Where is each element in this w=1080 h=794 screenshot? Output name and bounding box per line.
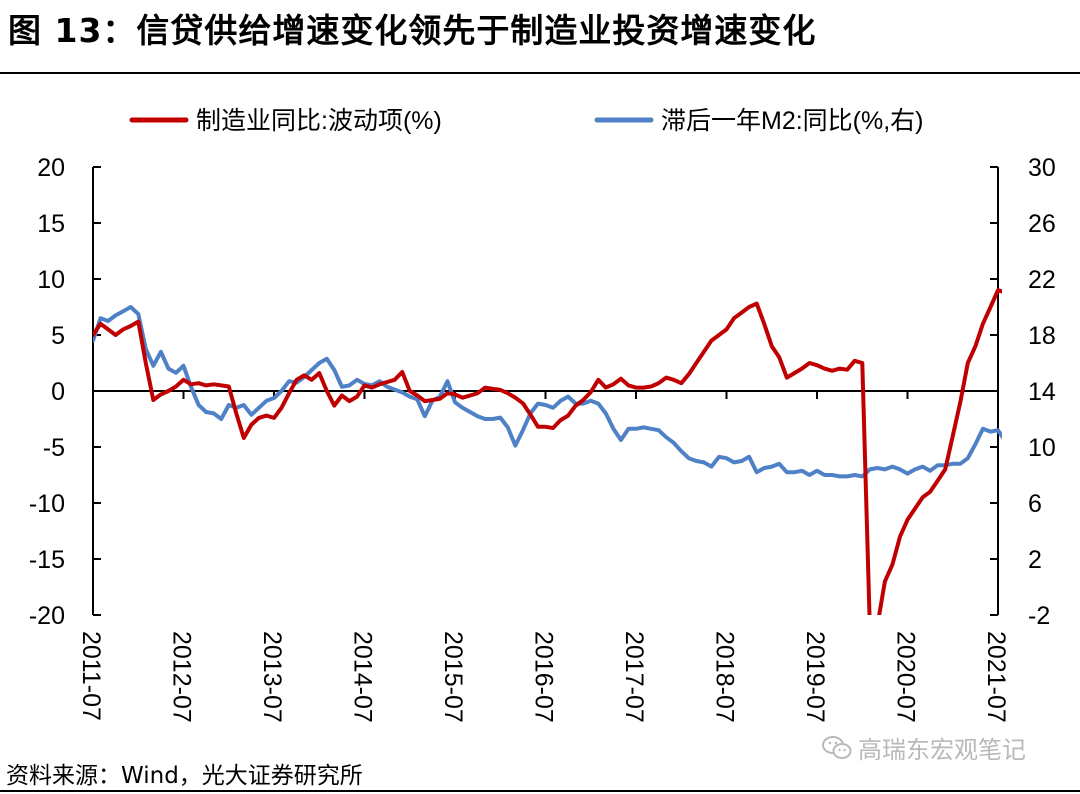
chart-series <box>93 288 1002 615</box>
x-axis-tick-label: 2013-07 <box>258 631 286 723</box>
right-axis-tick-label: 10 <box>1028 434 1056 462</box>
footer-divider <box>0 790 1080 792</box>
right-axis-tick-label: 22 <box>1028 266 1056 294</box>
source-note: 资料来源：Wind，光大证券研究所 <box>6 763 363 789</box>
right-axis-tick-label: 26 <box>1028 210 1056 238</box>
x-axis-tick-label: 2011-07 <box>77 631 105 721</box>
x-axis-tick-label: 2016-07 <box>530 631 558 723</box>
x-axis-tick-label: 2017-07 <box>620 631 648 723</box>
right-axis-tick-label: 30 <box>1028 154 1056 182</box>
left-axis-tick-label: -20 <box>29 602 65 630</box>
series-line-manufacturing <box>93 288 1002 615</box>
x-axis-tick-label: 2015-07 <box>439 631 467 723</box>
legend-label-m2: 滞后一年M2:同比(%,右) <box>661 107 924 135</box>
chart-legend: 制造业同比:波动项(%) 滞后一年M2:同比(%,右) <box>129 107 924 135</box>
right-axis-tick-label: 2 <box>1028 546 1042 574</box>
series-line-m2 <box>93 305 1002 479</box>
left-axis-tick-label: 0 <box>51 378 65 406</box>
right-axis-tick-label: 14 <box>1028 378 1056 406</box>
legend-label-manufacturing: 制造业同比:波动项(%) <box>196 107 442 135</box>
x-axis-tick-label: 2021-07 <box>982 631 1010 723</box>
x-axis-tick-label: 2014-07 <box>349 631 377 723</box>
left-axis-tick-label: 5 <box>51 322 65 350</box>
x-axis-tick-label: 2018-07 <box>711 631 739 723</box>
right-axis-tick-label: 6 <box>1028 490 1042 518</box>
right-axis-tick-label: -2 <box>1028 602 1050 630</box>
x-axis-tick-label: 2012-07 <box>168 631 196 723</box>
watermark: 高瑞东宏观笔记 <box>822 730 1026 765</box>
x-axis-tick-label: 2019-07 <box>801 631 829 723</box>
left-axis-tick-label: 20 <box>37 154 65 182</box>
watermark-text: 高瑞东宏观笔记 <box>858 736 1026 764</box>
x-axis-tick-label: 2020-07 <box>892 631 920 723</box>
left-axis-tick-label: 10 <box>37 266 65 294</box>
left-axis-tick-label: 15 <box>37 210 65 238</box>
left-axis-tick-label: -5 <box>43 434 65 462</box>
title-divider <box>0 72 1080 74</box>
left-axis-tick-label: -10 <box>29 490 65 518</box>
chart-title: 图 13：信贷供给增速变化领先于制造业投资增速变化 <box>8 11 817 50</box>
wechat-icon <box>822 735 852 759</box>
right-axis-tick-label: 18 <box>1028 322 1056 350</box>
left-axis-tick-label: -15 <box>29 546 65 574</box>
line-chart: 制造业同比:波动项(%) 滞后一年M2:同比(%,右) 20 15 10 5 0 -5 -1… <box>29 107 1056 723</box>
chart-axes: 20 15 10 5 0 -5 -10 -15 -20 30 26 22 18 14 10 6 2 -2 2011-… <box>29 154 1056 723</box>
